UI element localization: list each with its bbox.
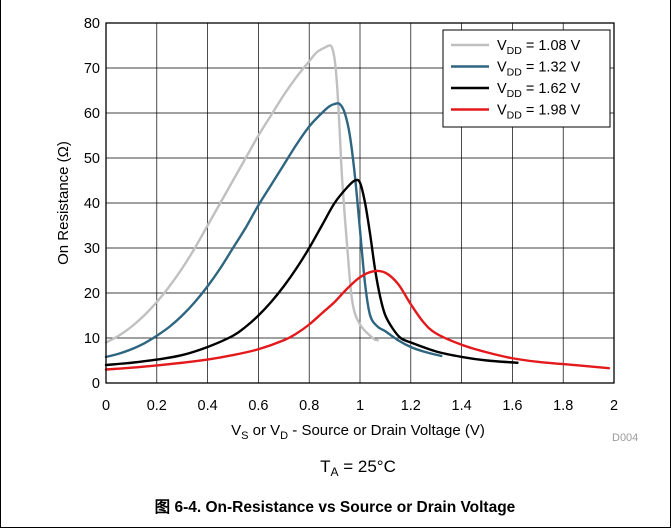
x-tick-label: 0.8 [299, 398, 319, 414]
x-tick-label: 1.6 [502, 398, 522, 414]
legend: VDD = 1.08 V VDD = 1.32 V VDD = 1.62 V VDD … [442, 29, 611, 128]
x-tick-labels: 0 0.2 0.4 0.6 0.8 1 1.2 1.4 1.6 1.8 2 [102, 398, 618, 414]
legend-label-1: VDD = 1.08 V [497, 38, 581, 57]
legend-label-2: VDD = 1.32 V [497, 60, 581, 79]
x-tick-label: 1 [356, 398, 364, 414]
y-tick-label: 20 [84, 286, 100, 302]
x-tick-label: 0.4 [198, 398, 218, 414]
x-axis-label: VS or VD - Source or Drain Voltage (V) [231, 422, 485, 442]
x-tick-label: 2 [610, 398, 618, 414]
temperature-condition: TA = 25°C [320, 457, 396, 479]
y-tick-labels: 0 10 20 30 40 50 60 70 80 [84, 16, 100, 392]
y-tick-label: 10 [84, 331, 100, 347]
y-axis-label: On Resistance (Ω) [55, 141, 72, 265]
y-tick-label: 0 [92, 376, 100, 392]
x-tick-label: 0.6 [248, 398, 268, 414]
series-line-2 [104, 102, 443, 359]
legend-label-3: VDD = 1.62 V [497, 81, 581, 100]
y-tick-label: 30 [84, 241, 100, 257]
x-tick-label: 0.2 [147, 398, 167, 414]
x-tick-label: 0 [102, 398, 110, 414]
series-lines [104, 44, 611, 371]
y-tick-label: 80 [84, 16, 100, 32]
y-tick-label: 70 [84, 61, 100, 77]
y-tick-label: 40 [84, 196, 100, 212]
figure-caption: 图 6-4. On-Resistance vs Source or Drain … [155, 498, 516, 516]
series-line-4 [104, 269, 611, 371]
y-tick-label: 60 [84, 106, 100, 122]
plot-border [105, 22, 615, 384]
figure-code: D004 [612, 432, 638, 444]
x-tick-label: 1.2 [401, 398, 421, 414]
series-line-3 [104, 178, 519, 367]
y-tick-label: 50 [84, 151, 100, 167]
legend-label-4: VDD = 1.98 V [497, 103, 581, 122]
x-tick-label: 1.4 [452, 398, 472, 414]
x-tick-label: 1.8 [553, 398, 573, 414]
